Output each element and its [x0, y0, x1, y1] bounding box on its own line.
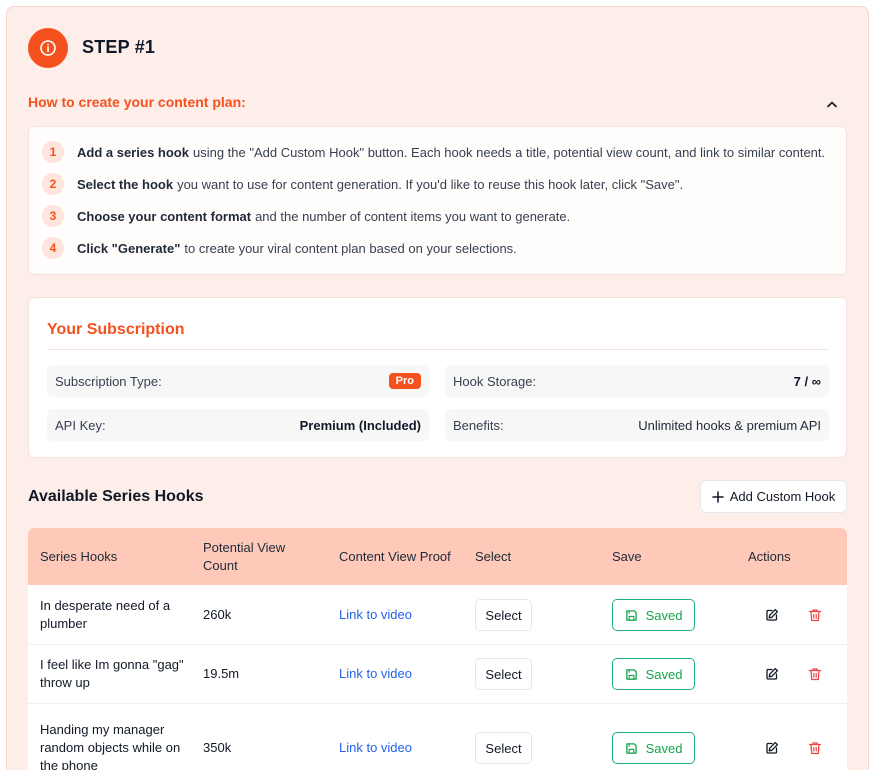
api-key-label: API Key:	[55, 417, 106, 433]
table-row: In desperate need of a plumber 260k Link…	[28, 585, 847, 645]
instruction-step: 3 Choose your content format and the num…	[42, 205, 570, 227]
subscription-type-label: Subscription Type:	[55, 373, 162, 389]
step-title: STEP #1	[82, 37, 156, 57]
header-series-hooks: Series Hooks	[40, 549, 118, 564]
add-custom-hook-label: Add Custom Hook	[729, 489, 836, 504]
video-link[interactable]: Link to video	[339, 740, 412, 755]
header-view-count: Potential View Count	[203, 540, 286, 573]
view-count: 350k	[203, 740, 232, 755]
saved-button[interactable]: Saved	[612, 658, 695, 690]
hooks-table: Series Hooks Potential View Count Conten…	[28, 528, 847, 770]
view-count: 19.5m	[203, 666, 240, 681]
hook-storage-row: Hook Storage: 7 / ∞	[445, 365, 829, 397]
benefits-label: Benefits:	[453, 417, 504, 433]
step-bold-text: Choose your content format	[77, 208, 252, 224]
saved-button[interactable]: Saved	[612, 599, 695, 631]
saved-label: Saved	[645, 607, 683, 623]
benefits-row: Benefits: Unlimited hooks & premium API	[445, 409, 829, 441]
benefits-value: Unlimited hooks & premium API	[638, 417, 821, 433]
view-count: 260k	[203, 607, 232, 622]
subscription-title: Your Subscription	[47, 321, 185, 338]
step-text: you want to use for content generation. …	[177, 176, 684, 192]
table-row: Handing my manager random objects while …	[28, 704, 847, 770]
divider	[47, 349, 829, 350]
select-button[interactable]: Select	[475, 658, 532, 690]
info-icon	[28, 28, 68, 68]
instruction-step: 1 Add a series hook using the "Add Custo…	[42, 141, 825, 163]
video-link[interactable]: Link to video	[339, 607, 412, 622]
hook-title: Handing my manager random objects while …	[40, 722, 181, 770]
hook-title: In desperate need of a plumber	[40, 598, 171, 631]
instruction-step: 2 Select the hook you want to use for co…	[42, 173, 683, 195]
hooks-section-title: Available Series Hooks	[28, 488, 204, 505]
save-icon	[625, 609, 637, 621]
add-custom-hook-button[interactable]: Add Custom Hook	[700, 480, 847, 513]
step-number: 2	[42, 173, 64, 195]
step-text: and the number of content items you want…	[255, 208, 571, 224]
table-header: Series Hooks Potential View Count Conten…	[28, 528, 847, 585]
instructions-card: 1 Add a series hook using the "Add Custo…	[28, 126, 847, 275]
table-row: I feel like Im gonna "gag" throw up 19.5…	[28, 645, 847, 704]
select-button[interactable]: Select	[475, 732, 532, 764]
select-button[interactable]: Select	[475, 599, 532, 631]
edit-icon[interactable]	[763, 606, 781, 624]
step-panel: STEP #1 How to create your content plan:…	[6, 6, 869, 770]
saved-label: Saved	[645, 740, 683, 756]
step-number: 3	[42, 205, 64, 227]
plan-badge: Pro	[388, 373, 421, 389]
header-content-proof: Content View Proof	[339, 549, 451, 564]
trash-icon[interactable]	[806, 665, 824, 683]
chevron-up-icon[interactable]	[822, 96, 842, 112]
hook-storage-value: 7 / ∞	[793, 373, 821, 389]
step-number: 4	[42, 237, 64, 259]
saved-label: Saved	[645, 666, 683, 682]
step-number: 1	[42, 141, 64, 163]
subscription-card: Your Subscription Subscription Type: Pro…	[28, 297, 847, 458]
save-icon	[625, 742, 637, 754]
api-key-row: API Key: Premium (Included)	[47, 409, 429, 441]
instruction-step: 4 Click "Generate" to create your viral …	[42, 237, 517, 259]
save-icon	[625, 668, 637, 680]
hook-title: I feel like Im gonna "gag" throw up	[40, 657, 184, 690]
header-actions: Actions	[748, 549, 791, 564]
howto-title: How to create your content plan:	[28, 94, 246, 110]
saved-button[interactable]: Saved	[612, 732, 695, 764]
plus-icon	[712, 490, 724, 503]
subscription-type-row: Subscription Type: Pro	[47, 365, 429, 397]
header-save: Save	[612, 549, 642, 564]
step-bold-text: Click "Generate"	[77, 240, 181, 256]
hook-storage-label: Hook Storage:	[453, 373, 537, 389]
api-key-value: Premium (Included)	[299, 417, 421, 433]
header-select: Select	[475, 549, 512, 564]
edit-icon[interactable]	[763, 739, 781, 757]
step-bold-text: Select the hook	[77, 176, 174, 192]
trash-icon[interactable]	[806, 739, 824, 757]
edit-icon[interactable]	[763, 665, 781, 683]
step-bold-text: Add a series hook	[77, 144, 189, 160]
video-link[interactable]: Link to video	[339, 666, 412, 681]
trash-icon[interactable]	[806, 606, 824, 624]
step-text: using the "Add Custom Hook" button. Each…	[192, 144, 826, 160]
step-text: to create your viral content plan based …	[184, 240, 517, 256]
